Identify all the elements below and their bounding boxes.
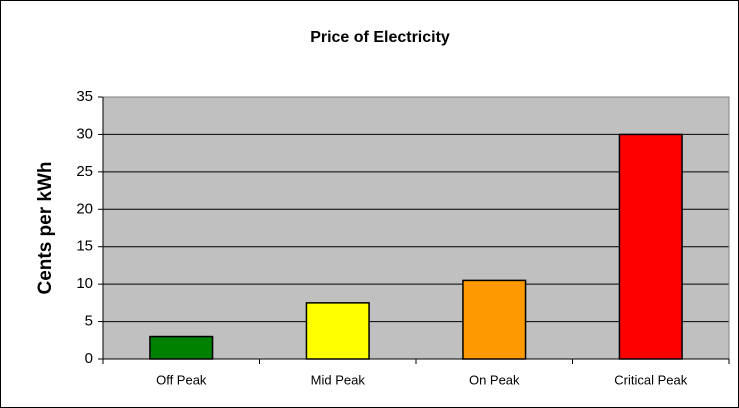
y-tick-label: 15	[76, 238, 93, 255]
y-tick-label: 10	[76, 275, 93, 292]
bar	[618, 133, 683, 360]
x-tick-label: Mid Peak	[311, 372, 366, 387]
x-tick-label: On Peak	[469, 372, 520, 387]
bar	[149, 335, 214, 360]
y-tick-label: 5	[85, 313, 93, 330]
bar	[305, 302, 370, 360]
y-tick-label: 20	[76, 200, 93, 217]
bar	[462, 279, 527, 360]
x-tick-label: Critical Peak	[614, 372, 687, 387]
chart-title: Price of Electricity	[310, 29, 450, 46]
y-tick-label: 35	[76, 88, 93, 105]
y-axis-label: Cents per kWh	[35, 161, 56, 294]
x-tick-label: Off Peak	[156, 372, 207, 387]
y-tick-label: 30	[76, 125, 93, 142]
y-tick-label: 0	[85, 350, 93, 367]
y-tick-label: 25	[76, 163, 93, 180]
